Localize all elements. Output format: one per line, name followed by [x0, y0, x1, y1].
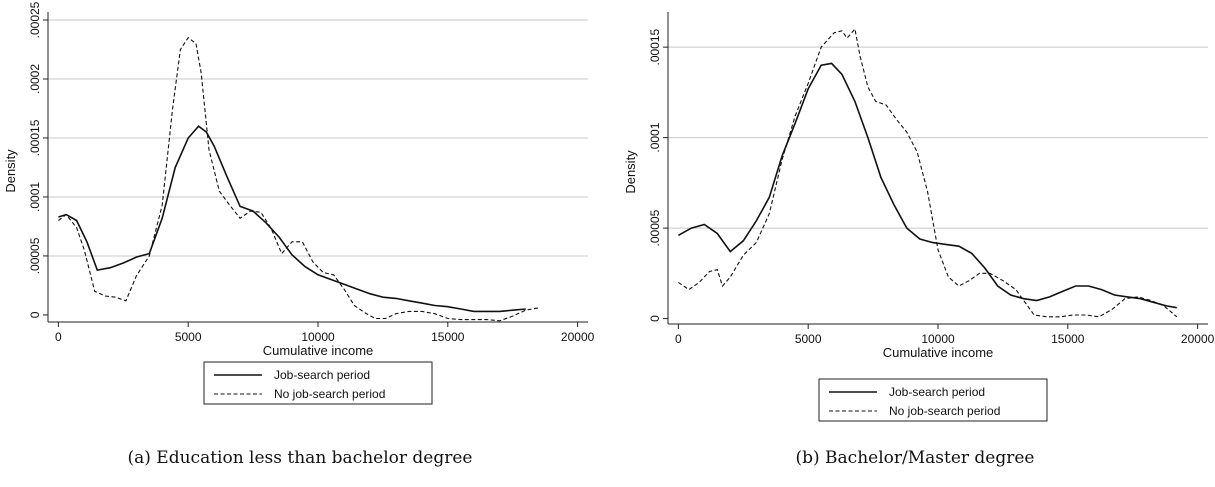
series-line-no-job-search	[58, 36, 539, 322]
chart-a-caption: (a) Education less than bachelor degree	[127, 448, 473, 468]
chart-panel-a: 0 .00005 .0001 .00015 .0002 .00025 0 5000 10000 1…	[0, 0, 600, 487]
legend-label: No job-search period	[889, 404, 1000, 418]
x-tick-label: 10000	[301, 330, 335, 344]
x-axis-title: Cumulative income	[883, 345, 994, 360]
y-tick-label: .0001	[28, 182, 42, 212]
x-tick-label: 5000	[175, 330, 202, 344]
y-tick-label: .00015	[648, 28, 662, 65]
legend-label: Job-search period	[274, 368, 370, 382]
series-line-job-search	[678, 62, 1177, 309]
y-tick-label: .0001	[648, 122, 662, 152]
y-tick-label: 0	[28, 311, 42, 318]
x-tick-label: 10000	[921, 332, 955, 346]
y-axis-title: Density	[623, 150, 638, 194]
x-tick-label: 0	[675, 332, 682, 346]
y-axis-title: Density	[3, 149, 18, 193]
x-tick-label: 20000	[1181, 332, 1215, 346]
legend-label: No job-search period	[274, 387, 385, 401]
chart-panel-b: 0 .00005 .0001 .00015 0 5000 10000 15000 20000 Cu…	[615, 0, 1215, 487]
x-tick-label: 20000	[561, 330, 595, 344]
y-tick-label: .00025	[28, 1, 42, 38]
series-line-no-job-search	[678, 27, 1178, 318]
legend-box	[203, 361, 433, 405]
y-tick-label: .0002	[28, 64, 42, 94]
y-tick-label: .00005	[648, 209, 662, 246]
chart-a-svg: 0 .00005 .0001 .00015 .0002 .00025 0 5000 10000 1…	[3, 1, 595, 405]
x-tick-label: 15000	[1051, 332, 1085, 346]
x-tick-label: 5000	[795, 332, 822, 346]
x-tick-label: 15000	[431, 330, 465, 344]
y-tick-label: .00015	[28, 119, 42, 156]
legend-box	[818, 378, 1048, 422]
y-tick-label: 0	[648, 315, 662, 322]
y-tick-label: .00005	[28, 237, 42, 274]
chart-b-svg: 0 .00005 .0001 .00015 0 5000 10000 15000 20000 Cu…	[623, 12, 1215, 422]
chart-b-caption: (b) Bachelor/Master degree	[795, 448, 1035, 468]
legend-label: Job-search period	[889, 385, 985, 399]
x-axis-title: Cumulative income	[263, 343, 374, 358]
series-line-job-search	[58, 125, 526, 313]
x-tick-label: 0	[55, 330, 62, 344]
